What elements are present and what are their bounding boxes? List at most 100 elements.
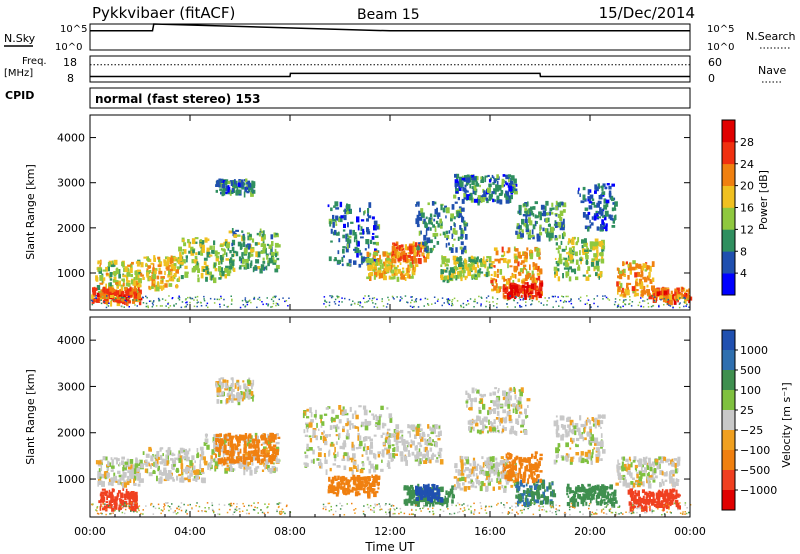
range-gate-cell: [352, 229, 355, 236]
range-gate-cell: [169, 268, 173, 272]
range-gate-cell: [242, 241, 246, 247]
range-gate-cell: [526, 398, 531, 402]
range-gate-cell: [514, 259, 518, 264]
range-gate-cell: [176, 475, 179, 481]
noise-cell: [205, 304, 208, 307]
noise-cell: [578, 298, 580, 300]
range-gate-cell: [132, 496, 135, 501]
noise-cell: [218, 298, 221, 301]
range-gate-cell: [584, 249, 589, 252]
range-gate-cell: [474, 422, 479, 427]
range-gate-cell: [492, 408, 497, 414]
range-gate-cell: [110, 457, 113, 460]
range-gate-cell: [98, 468, 101, 472]
range-gate-cell: [145, 453, 150, 458]
range-gate-cell: [348, 420, 352, 426]
range-gate-cell: [361, 461, 364, 464]
range-gate-cell: [359, 207, 361, 213]
noise-cell: [344, 297, 346, 300]
range-gate-cell: [574, 268, 577, 275]
range-gate-cell: [164, 283, 168, 288]
range-gate-cell: [405, 460, 408, 466]
range-gate-cell: [418, 253, 421, 257]
range-gate-cell: [225, 449, 230, 455]
range-gate-cell: [270, 436, 274, 442]
range-gate-cell: [508, 401, 511, 406]
range-gate-cell: [374, 481, 376, 484]
range-gate-cell: [390, 269, 393, 274]
range-gate-cell: [379, 259, 383, 264]
range-gate-cell: [113, 488, 115, 493]
noise-cell: [175, 303, 177, 305]
range-gate-cell: [255, 435, 257, 442]
range-gate-cell: [434, 232, 439, 237]
noise-cell: [572, 306, 575, 309]
range-gate-cell: [481, 456, 484, 460]
noise-cell: [420, 298, 422, 301]
range-gate-cell: [458, 206, 462, 209]
range-gate-cell: [675, 290, 679, 296]
range-gate-cell: [683, 294, 687, 298]
range-gate-cell: [521, 229, 524, 232]
range-gate-cell: [520, 404, 523, 409]
noise-cell: [101, 295, 104, 298]
range-gate-cell: [387, 444, 392, 449]
range-gate-cell: [227, 180, 231, 185]
range-gate-cell: [371, 266, 376, 272]
range-gate-cell: [358, 444, 362, 449]
range-gate-cell: [522, 495, 524, 500]
range-gate-cell: [387, 260, 390, 264]
range-gate-cell: [275, 233, 279, 238]
range-gate-cell: [363, 487, 366, 493]
range-gate-cell: [501, 428, 505, 433]
range-gate-cell: [233, 234, 238, 238]
range-gate-cell: [466, 474, 470, 479]
range-gate-cell: [407, 431, 411, 434]
range-gate-cell: [346, 433, 350, 437]
range-gate-cell: [277, 244, 281, 248]
range-gate-cell: [108, 286, 112, 292]
range-gate-cell: [436, 489, 441, 494]
range-gate-cell: [601, 256, 604, 259]
colorbar-segment: [722, 251, 735, 274]
noise-cell: [602, 298, 604, 300]
range-gate-cell: [526, 232, 529, 235]
range-gate-cell: [512, 408, 515, 414]
range-gate-cell: [371, 488, 374, 492]
range-gate-cell: [419, 444, 423, 448]
range-gate-cell: [144, 468, 148, 473]
range-gate-cell: [528, 490, 532, 493]
range-gate-cell: [256, 457, 260, 464]
range-gate-cell: [318, 462, 322, 466]
range-gate-cell: [507, 278, 511, 284]
range-gate-cell: [222, 188, 226, 191]
range-gate-cell: [392, 452, 396, 459]
range-gate-cell: [154, 463, 159, 468]
range-gate-cell: [329, 443, 332, 447]
range-gate-cell: [152, 267, 155, 272]
range-gate-cell: [353, 260, 357, 265]
range-gate-cell: [593, 241, 598, 247]
range-gate-cell: [481, 176, 484, 181]
colorbar-tick-label: 20: [740, 180, 754, 193]
range-gate-cell: [248, 439, 252, 443]
range-gate-cell: [229, 436, 232, 440]
range-gate-cell: [146, 268, 149, 271]
range-gate-cell: [107, 481, 112, 486]
range-gate-cell: [518, 414, 521, 419]
range-gate-cell: [222, 180, 226, 184]
noise-cell: [417, 306, 420, 308]
range-gate-cell: [387, 466, 391, 469]
range-gate-cell: [596, 226, 600, 231]
range-gate-cell: [246, 232, 250, 235]
range-gate-cell: [328, 489, 331, 493]
range-gate-cell: [526, 247, 529, 251]
range-gate-cell: [496, 200, 500, 204]
noise-cell: [276, 303, 279, 305]
range-gate-cell: [334, 478, 338, 481]
range-gate-cell: [197, 274, 199, 277]
range-gate-cell: [217, 252, 220, 255]
range-gate-cell: [262, 247, 266, 254]
range-gate-cell: [95, 300, 99, 303]
range-gate-cell: [172, 466, 175, 471]
